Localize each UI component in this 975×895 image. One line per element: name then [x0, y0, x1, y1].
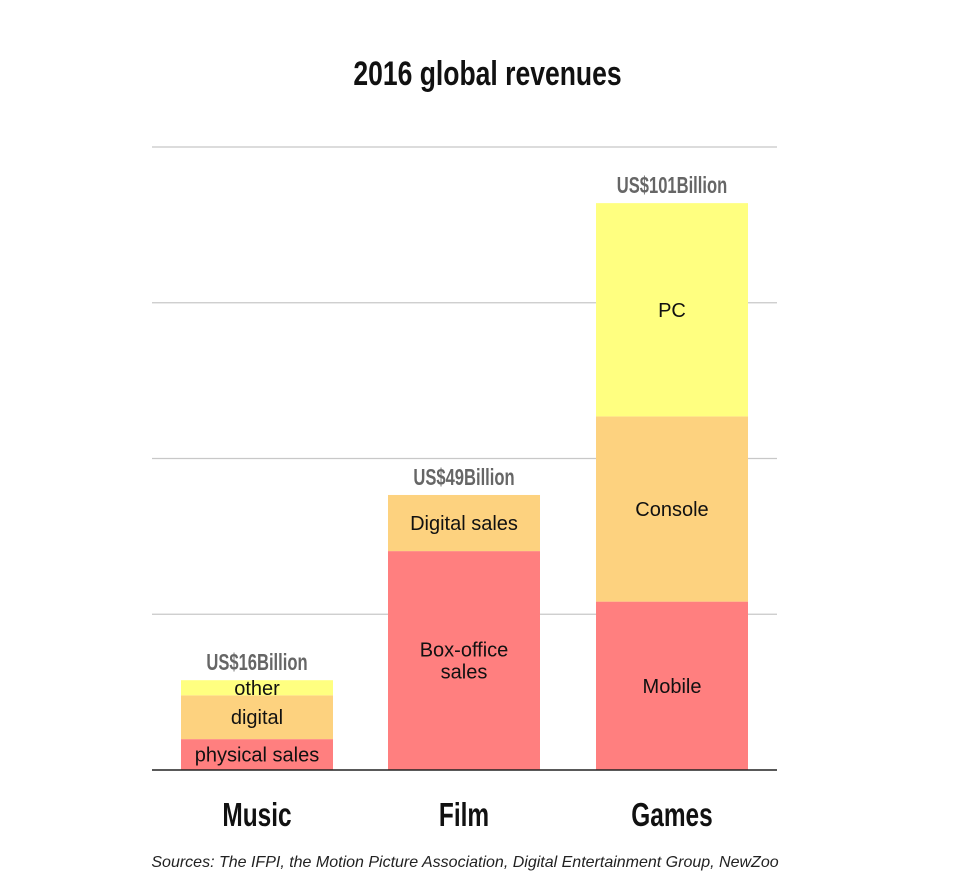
bar-total-label: US$49Billion: [413, 465, 514, 490]
segment-label: sales: [441, 662, 488, 684]
segment-label: digital: [231, 707, 283, 729]
segment-label: PC: [658, 300, 686, 322]
segment-label: physical sales: [195, 745, 320, 767]
chart-source: Sources: The IFPI, the Motion Picture As…: [151, 854, 779, 871]
category-label: Film: [439, 798, 489, 834]
segment-label: Mobile: [643, 676, 702, 698]
bar-total-label: US$101Billion: [617, 174, 727, 199]
bar-segment-digital: [181, 695, 333, 740]
bar-segment-physical-sales: [181, 739, 333, 770]
segment-label: other: [234, 678, 280, 700]
bar-segment-digital-sales: [388, 494, 540, 552]
category-label: Games: [631, 798, 712, 834]
bar-segment-other: [181, 680, 333, 696]
segment-label: Box-office: [420, 640, 509, 662]
segment-label: Digital sales: [410, 513, 518, 535]
bar-total-label: US$16Billion: [206, 651, 307, 676]
chart-title: 2016 global revenues: [353, 55, 622, 93]
bar-segment-mobile: [596, 601, 748, 770]
bar-segment-console: [596, 416, 748, 602]
segment-label: Console: [635, 499, 708, 521]
bar-segment-pc: [596, 203, 748, 417]
category-label: Music: [222, 798, 291, 834]
bar-segment-box-office-sales: [388, 551, 540, 770]
